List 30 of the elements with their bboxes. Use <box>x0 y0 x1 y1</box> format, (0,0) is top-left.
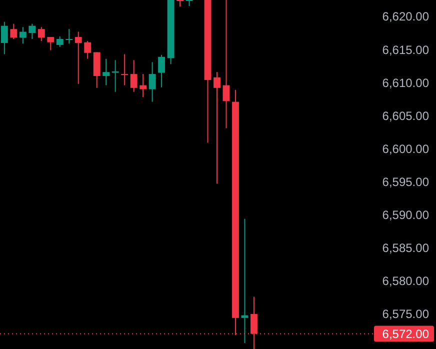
candlestick <box>222 0 230 129</box>
candlestick <box>66 28 73 44</box>
candlestick <box>84 40 92 60</box>
candlestick <box>10 23 18 40</box>
y-tick-label: 6,590.00 <box>382 208 430 222</box>
y-tick-label: 6,605.00 <box>382 108 430 123</box>
candlestick <box>93 52 100 88</box>
candlestick <box>47 36 54 51</box>
y-tick-label: 6,585.00 <box>382 241 430 256</box>
y-tick-label: 6,595.00 <box>382 174 430 189</box>
y-tick-label: 6,620.00 <box>382 10 430 24</box>
candlestick <box>56 36 64 48</box>
candlestick <box>102 58 110 86</box>
ref-line-label: 6,572.00 <box>382 326 430 341</box>
y-tick-label: 6,575.00 <box>382 307 430 322</box>
candlestick <box>158 54 166 88</box>
candlestick <box>130 60 138 92</box>
candlestick <box>214 72 220 184</box>
candlestick <box>38 26 45 42</box>
y-tick-label: 6,580.00 <box>382 274 430 288</box>
candlestick <box>186 0 193 6</box>
y-tick-label: 6,615.00 <box>382 42 430 57</box>
candlestick <box>0 21 8 55</box>
candlestick <box>28 23 36 40</box>
candlestick <box>74 31 82 84</box>
candlestick <box>19 26 26 44</box>
candlestick <box>148 62 156 102</box>
y-tick-label: 6,600.00 <box>382 142 430 156</box>
candlestick <box>121 54 128 86</box>
y-tick-label: 6,610.00 <box>382 76 430 90</box>
